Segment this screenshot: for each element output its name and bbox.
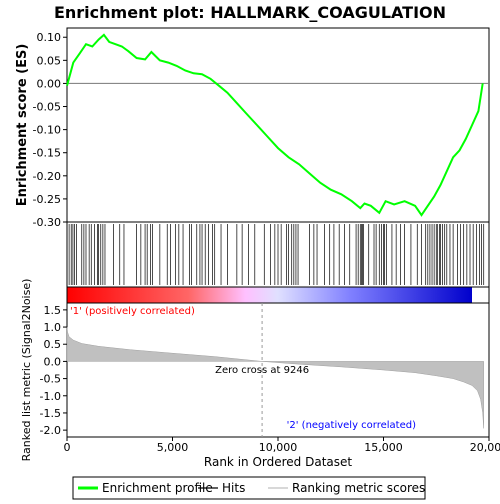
es-y-ticks: 0.10 0.05 0.00 -0.05 -0.10 -0.15 -0.20 -0.25 -0.…: [33, 31, 67, 229]
hits-panel: [67, 222, 489, 287]
es-y-tick-label: -0.30: [33, 216, 61, 229]
legend-label: Hits: [222, 481, 245, 495]
legend-label: Enrichment profile: [102, 481, 213, 495]
es-y-tick-label: -0.10: [33, 124, 61, 137]
metric-y-tick-label: 0.5: [44, 338, 62, 351]
metric-y-tick-label: -2.0: [40, 424, 61, 437]
metric-y-tick-label: -1.5: [40, 407, 61, 420]
negative-correlation-label: '2' (negatively correlated): [287, 420, 416, 431]
legend: Enrichment profile Hits Ranking metric sco…: [73, 477, 425, 499]
es-y-tick-label: 0.05: [37, 54, 62, 67]
metric-y-tick-label: 1.0: [44, 321, 62, 334]
chart-title: Enrichment plot: HALLMARK_COAGULATION: [54, 3, 446, 22]
es-plot-frame: [67, 28, 489, 222]
x-tick-label: 10,000: [259, 441, 298, 454]
es-y-tick-label: -0.15: [33, 147, 61, 160]
es-y-axis-label: Enrichment score (ES): [15, 44, 30, 207]
es-panel: 0.10 0.05 0.00 -0.05 -0.10 -0.15 -0.20 -0.25 -0.…: [15, 28, 489, 229]
metric-y-axis-label: Ranked list metric (Signal2Noise): [20, 279, 33, 462]
positive-correlation-label: '1' (positively correlated): [70, 306, 195, 317]
metric-y-tick-label: 0.0: [44, 355, 62, 368]
metric-y-ticks: 1.5 1.0 0.5 0.0 -0.5 -1.0 -1.5 -2.0: [40, 304, 67, 437]
metric-y-tick-label: -0.5: [40, 373, 61, 386]
es-y-tick-label: 0.00: [37, 77, 62, 90]
x-tick-label: 20,000: [470, 441, 500, 454]
es-y-tick-label: -0.25: [33, 193, 61, 206]
x-tick-label: 5,000: [157, 441, 189, 454]
es-y-tick-label: -0.20: [33, 170, 61, 183]
rank-color-bar: [67, 287, 472, 303]
x-tick-label: 0: [64, 441, 71, 454]
metric-x-ticks: 0 5,000 10,000 15,000 20,000: [64, 437, 500, 454]
legend-label: Ranking metric scores: [292, 481, 425, 495]
metric-y-tick-label: 1.5: [44, 304, 62, 317]
es-y-tick-label: 0.10: [37, 31, 62, 44]
zero-cross-label: Zero cross at 9246: [215, 365, 309, 376]
x-tick-label: 15,000: [364, 441, 403, 454]
es-y-tick-label: -0.05: [33, 101, 61, 114]
ranked-metric-panel: Zero cross at 9246 '1' (positively corre…: [20, 279, 500, 469]
x-axis-label: Rank in Ordered Dataset: [204, 455, 352, 469]
metric-y-tick-label: -1.0: [40, 390, 61, 403]
